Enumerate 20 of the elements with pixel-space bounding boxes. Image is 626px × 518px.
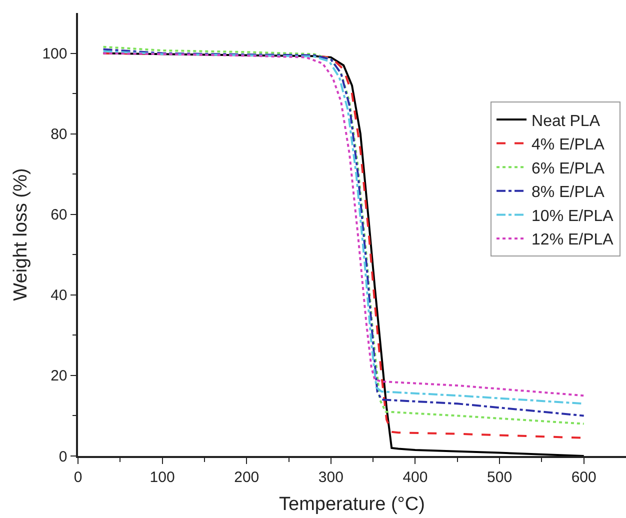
y-axis-title: Weight loss (%)	[10, 168, 32, 301]
x-tick-label: 600	[571, 468, 596, 486]
y-tick-label: 100	[42, 46, 68, 63]
y-tick-label: 80	[50, 126, 68, 144]
legend-label: Neat PLA	[532, 112, 600, 130]
legend-label: 6% E/PLA	[532, 160, 605, 178]
legend-label: 8% E/PLA	[532, 184, 605, 202]
x-tick-label: 100	[150, 468, 175, 486]
y-tick-label: 40	[50, 287, 68, 304]
x-tick-label: 200	[234, 468, 260, 486]
x-tick-label: 300	[318, 468, 344, 486]
y-tick-label: 20	[50, 368, 68, 385]
legend-label: 4% E/PLA	[532, 136, 605, 154]
x-tick-label: 0	[74, 468, 82, 486]
x-tick-label: 500	[487, 468, 512, 486]
y-tick-label: 0	[58, 448, 68, 466]
legend-label: 10% E/PLA	[532, 208, 614, 225]
y-tick-label: 60	[50, 206, 68, 224]
x-tick-label: 400	[402, 468, 428, 486]
x-axis-title: Temperature (°C)	[279, 494, 425, 516]
